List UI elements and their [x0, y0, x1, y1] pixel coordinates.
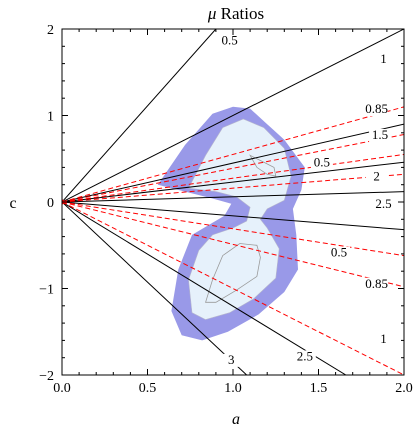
contour-label-bg-9 — [372, 333, 395, 347]
dashed-ratio-line-3 — [62, 173, 404, 203]
y-tick-label-4: 2 — [47, 23, 54, 38]
y-axis-label: c — [9, 195, 16, 212]
dashed-ratio-line-5 — [62, 201, 404, 288]
solid-ratio-line-7 — [62, 201, 248, 375]
chart-title-greek: μ — [207, 4, 217, 23]
y-tick-label-0: −2 — [39, 369, 54, 384]
contour-label-bg-4 — [310, 156, 333, 170]
chart-title-rest: Ratios — [216, 4, 264, 23]
y-tick-label-1: −1 — [39, 283, 54, 298]
contour-label-4: 0.5 — [314, 155, 330, 170]
chart-title: μ Ratios — [207, 4, 264, 23]
contour-label-8: 0.85 — [365, 276, 388, 291]
solid-ratio-line-1 — [62, 29, 404, 203]
contour-label-bg-6 — [372, 198, 395, 212]
x-tick-label-1: 0.5 — [139, 381, 157, 396]
plot-area: 0.5 1 0.85 1.5 0.5 2 2.5 0.5 0.85 1 2.5 3 — [62, 29, 404, 375]
dashed-ratio-line-0 — [62, 106, 404, 203]
contour-label-7: 0.5 — [331, 245, 347, 260]
x-tick-label-2: 1.0 — [224, 381, 242, 396]
contour-label-bg-0 — [218, 34, 241, 48]
x-tick-label-3: 1.5 — [310, 381, 328, 396]
inner-contour-top — [249, 154, 277, 177]
solid-ratio-line-3 — [62, 161, 404, 203]
dashed-ratio-line-1 — [62, 134, 404, 203]
contour-label-0: 0.5 — [221, 33, 237, 48]
contour-label-1: 1 — [380, 51, 387, 66]
contour-label-bg-10 — [293, 350, 316, 364]
contour-label-bg-5 — [365, 170, 388, 184]
contour-label-bg-1 — [372, 52, 395, 66]
contour-label-6: 2.5 — [375, 196, 391, 211]
solid-ratio-line-5 — [62, 201, 404, 231]
contour-label-bg-11 — [220, 353, 243, 367]
solid-ratio-line-4 — [62, 191, 404, 203]
y-tick-label-3: 1 — [47, 110, 54, 125]
x-tick-label-0: 0.0 — [53, 381, 71, 396]
solid-ratio-line-0 — [62, 29, 217, 203]
contour-label-bg-7 — [328, 246, 351, 260]
x-axis-label: a — [232, 411, 240, 428]
contour-label-10: 2.5 — [297, 348, 313, 363]
contour-label-bg-3 — [369, 128, 392, 142]
y-tick-label-2: 0 — [47, 196, 54, 211]
contour-label-11: 3 — [228, 352, 235, 367]
contour-label-9: 1 — [380, 331, 387, 346]
x-tick-label-4: 2.0 — [395, 381, 413, 396]
contour-label-5: 2 — [373, 169, 380, 184]
dashed-ratio-line-2 — [62, 153, 404, 203]
solid-ratio-line-2 — [62, 123, 404, 203]
inner-region — [188, 118, 292, 320]
contour-label-3: 1.5 — [372, 127, 388, 142]
inner-contour-bottom — [205, 243, 261, 303]
contour-label-bg-8 — [365, 277, 388, 291]
solid-ratio-line-6 — [62, 201, 347, 375]
contour-label-2: 0.85 — [365, 101, 388, 116]
contour-label-bg-2 — [365, 103, 388, 117]
